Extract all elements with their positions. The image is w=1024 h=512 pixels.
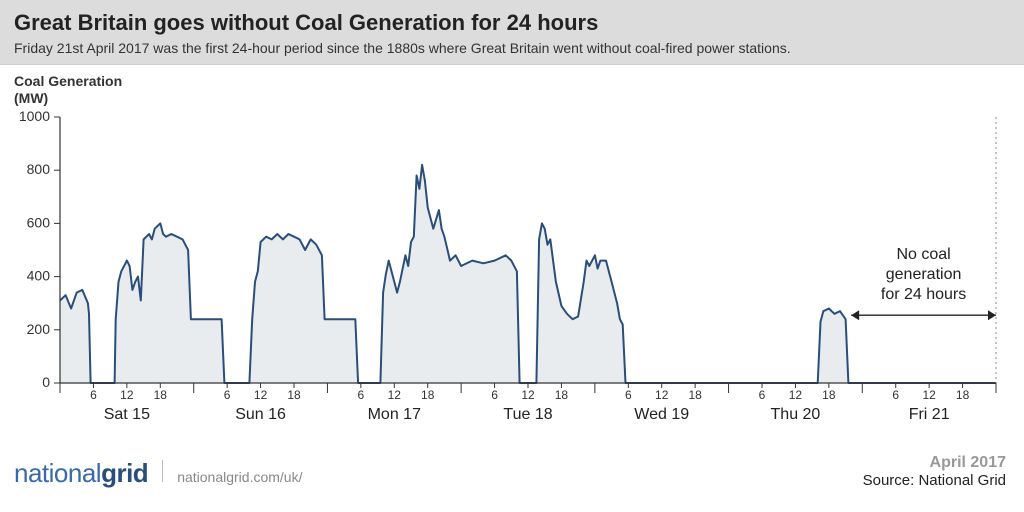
coal-generation-chart: 0200400600800100061218Sat 1561218Sun 166… — [14, 111, 1006, 441]
x-minor-label: 18 — [421, 388, 435, 402]
footer: nationalgrid nationalgrid.com/uk/ April … — [0, 454, 1024, 493]
y-tick-label: 400 — [27, 267, 51, 283]
x-minor-label: 12 — [655, 388, 669, 402]
x-day-label: Sun 16 — [235, 406, 286, 423]
x-minor-label: 18 — [688, 388, 702, 402]
x-minor-label: 6 — [224, 388, 231, 402]
brand-block: nationalgrid nationalgrid.com/uk/ — [14, 458, 302, 489]
brand-logo: nationalgrid — [14, 458, 148, 489]
x-minor-label: 6 — [625, 388, 632, 402]
x-day-label: Tue 18 — [503, 406, 552, 423]
x-day-label: Wed 19 — [634, 406, 689, 423]
x-day-label: Sat 15 — [104, 406, 150, 423]
x-minor-label: 18 — [956, 388, 970, 402]
x-minor-label: 6 — [90, 388, 97, 402]
x-minor-label: 6 — [358, 388, 365, 402]
x-minor-label: 12 — [789, 388, 803, 402]
x-minor-label: 18 — [287, 388, 301, 402]
ylabel-line2: (MW) — [14, 90, 48, 106]
chart-container: 0200400600800100061218Sat 1561218Sun 166… — [14, 111, 1006, 446]
page-subtitle: Friday 21st April 2017 was the first 24-… — [14, 40, 1010, 56]
y-tick-label: 1000 — [19, 111, 50, 124]
x-minor-label: 18 — [555, 388, 569, 402]
x-minor-label: 6 — [491, 388, 498, 402]
arrow-right-icon — [988, 310, 996, 320]
chart-source: Source: National Grid — [863, 472, 1006, 489]
x-minor-label: 6 — [759, 388, 766, 402]
x-minor-label: 18 — [154, 388, 168, 402]
y-tick-label: 800 — [27, 161, 51, 177]
x-minor-label: 12 — [922, 388, 936, 402]
ylabel-line1: Coal Generation — [14, 73, 122, 89]
y-tick-label: 0 — [42, 374, 50, 390]
x-minor-label: 12 — [521, 388, 535, 402]
x-day-label: Fri 21 — [909, 406, 950, 423]
brand-url: nationalgrid.com/uk/ — [177, 469, 302, 485]
annotation-line3: for 24 hours — [881, 286, 966, 303]
x-minor-label: 12 — [254, 388, 268, 402]
x-minor-label: 12 — [120, 388, 134, 402]
source-block: April 2017 Source: National Grid — [863, 454, 1006, 489]
annotation-line2: generation — [886, 266, 962, 283]
x-minor-label: 12 — [388, 388, 402, 402]
x-minor-label: 18 — [822, 388, 836, 402]
x-day-label: Mon 17 — [368, 406, 421, 423]
y-tick-label: 200 — [27, 320, 51, 336]
brand-divider — [162, 460, 163, 482]
y-axis-label: Coal Generation (MW) — [14, 73, 1024, 107]
y-tick-label: 600 — [27, 214, 51, 230]
page-title: Great Britain goes without Coal Generati… — [14, 10, 1010, 36]
area-fill — [60, 164, 996, 382]
arrow-left-icon — [851, 310, 859, 320]
chart-month: April 2017 — [863, 454, 1006, 472]
header-banner: Great Britain goes without Coal Generati… — [0, 0, 1024, 65]
x-day-label: Thu 20 — [771, 406, 821, 423]
annotation-line1: No coal — [896, 246, 950, 263]
x-minor-label: 6 — [892, 388, 899, 402]
